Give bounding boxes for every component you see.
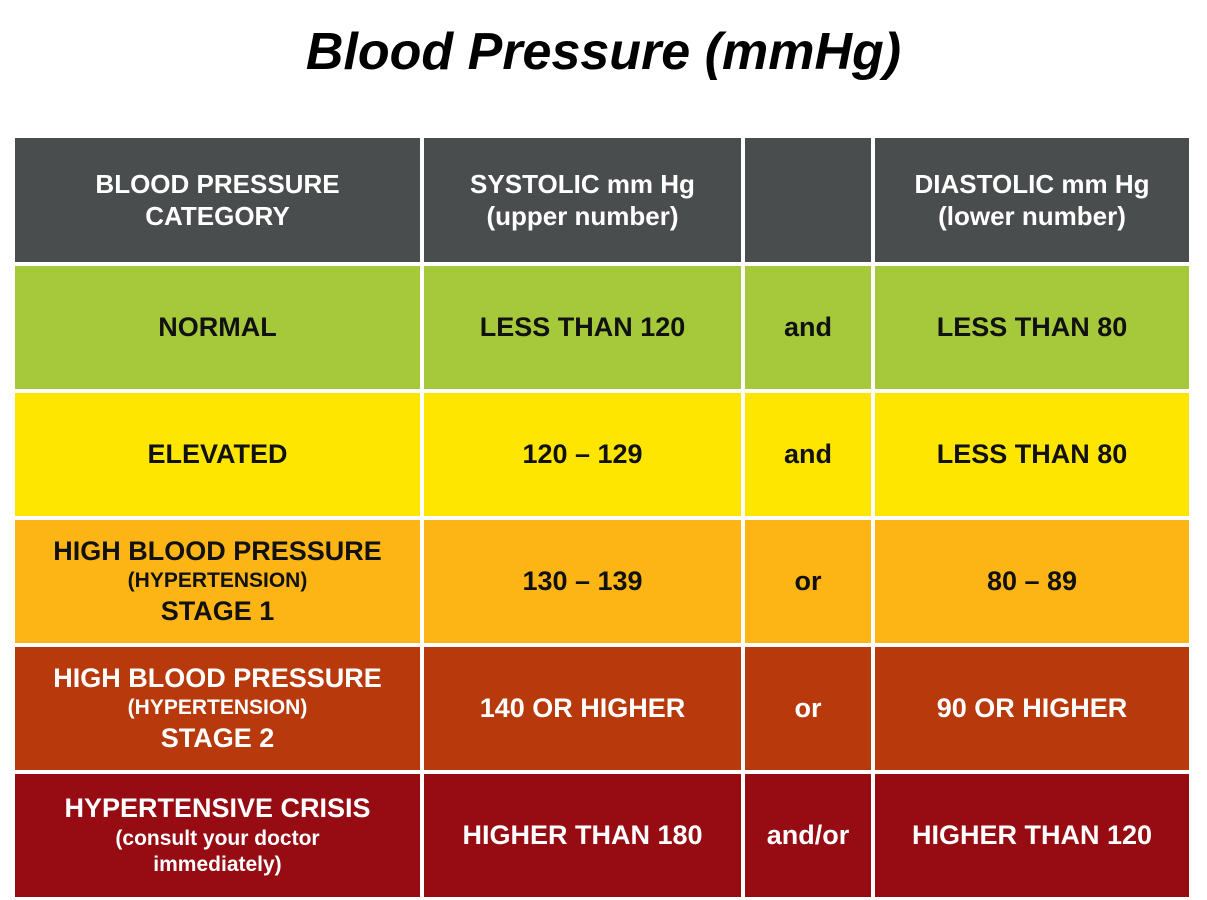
diastolic-elevated: LESS THAN 80: [875, 393, 1189, 516]
diastolic-crisis: HIGHER THAN 120: [875, 774, 1189, 897]
blood-pressure-table: BLOOD PRESSURE CATEGORY SYSTOLIC mm Hg (…: [15, 138, 1189, 897]
category-stage-2: HIGH BLOOD PRESSURE (HYPERTENSION) STAGE…: [15, 647, 420, 770]
category-line: HYPERTENSIVE CRISIS: [64, 793, 371, 824]
connector-crisis: and/or: [745, 774, 871, 897]
connector-stage-1: or: [745, 520, 871, 643]
header-systolic-line: (upper number): [486, 201, 679, 231]
header-connector: [745, 138, 871, 262]
category-line: HIGH BLOOD PRESSURE: [53, 535, 382, 566]
header-category-line: CATEGORY: [145, 201, 290, 231]
page-title: Blood Pressure (mmHg): [305, 23, 902, 81]
header-category: BLOOD PRESSURE CATEGORY: [15, 138, 420, 262]
connector-stage-2: or: [745, 647, 871, 770]
category-line: STAGE 2: [160, 722, 275, 753]
connector-elevated: and: [745, 393, 871, 516]
category-line: immediately): [153, 853, 282, 877]
category-line: (HYPERTENSION): [127, 696, 308, 720]
category-stage-1: HIGH BLOOD PRESSURE (HYPERTENSION) STAGE…: [15, 520, 420, 643]
category-crisis: HYPERTENSIVE CRISIS (consult your doctor…: [15, 774, 420, 897]
header-diastolic: DIASTOLIC mm Hg (lower number): [875, 138, 1189, 262]
header-diastolic-line: DIASTOLIC mm Hg: [914, 168, 1150, 199]
category-line: HIGH BLOOD PRESSURE: [53, 662, 382, 693]
header-systolic: SYSTOLIC mm Hg (upper number): [424, 138, 741, 262]
category-normal: NORMAL: [15, 266, 420, 389]
header-systolic-line: SYSTOLIC mm Hg: [470, 168, 695, 199]
connector-normal: and: [745, 266, 871, 389]
diastolic-normal: LESS THAN 80: [875, 266, 1189, 389]
category-line: STAGE 1: [160, 595, 275, 626]
systolic-normal: LESS THAN 120: [424, 266, 741, 389]
systolic-crisis: HIGHER THAN 180: [424, 774, 741, 897]
header-category-line: BLOOD PRESSURE: [95, 168, 340, 199]
category-line: (consult your doctor: [115, 827, 320, 851]
header-diastolic-line: (lower number): [938, 201, 1126, 231]
category-elevated: ELEVATED: [15, 393, 420, 516]
systolic-stage-2: 140 OR HIGHER: [424, 647, 741, 770]
category-line: NORMAL: [158, 311, 277, 342]
diastolic-stage-2: 90 OR HIGHER: [875, 647, 1189, 770]
category-line: ELEVATED: [147, 438, 288, 469]
category-line: (HYPERTENSION): [127, 569, 308, 593]
diastolic-stage-1: 80 – 89: [875, 520, 1189, 643]
systolic-stage-1: 130 – 139: [424, 520, 741, 643]
systolic-elevated: 120 – 129: [424, 393, 741, 516]
